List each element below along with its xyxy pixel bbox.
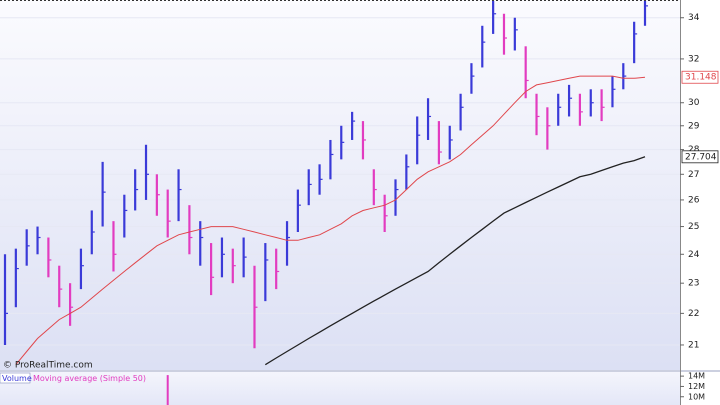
y-tick-label: 32 [688,54,699,64]
last-value-box [681,150,719,164]
volume-tick-label: 14M [688,372,705,381]
y-tick-label: 34 [688,13,700,23]
volume-tick-label: 12M [688,382,705,391]
volume-tick-label: 10M [688,392,705,401]
y-tick-label: 26 [688,195,700,205]
moving-average-line [15,75,646,366]
volume-panel [0,372,680,405]
last-value-box [681,70,719,84]
y-tick-label: 23 [688,279,699,289]
y-tick-label: 27 [688,170,699,180]
y-tick-label: 22 [688,309,699,319]
y-tick-label: 28 [688,145,700,155]
price-panel [0,0,680,370]
y-tick-label: 29 [688,121,700,131]
y-tick-label: 25 [688,222,699,232]
plot [3,0,648,366]
y-tick-label: 21 [688,340,699,350]
y-tick-label: 24 [688,250,700,260]
volume-indicator-label: Moving average (Simple 50) [33,374,146,383]
volume-bar [166,375,169,405]
volume-label: Volume [2,374,32,383]
last-value-label: 27.704 [685,152,717,162]
volume-label-box [0,372,31,384]
moving-average-line [264,156,646,366]
last-value-label: 31.148 [685,73,717,83]
watermark: © ProRealTime.com [3,361,93,371]
y-tick-label: 30 [688,98,700,108]
